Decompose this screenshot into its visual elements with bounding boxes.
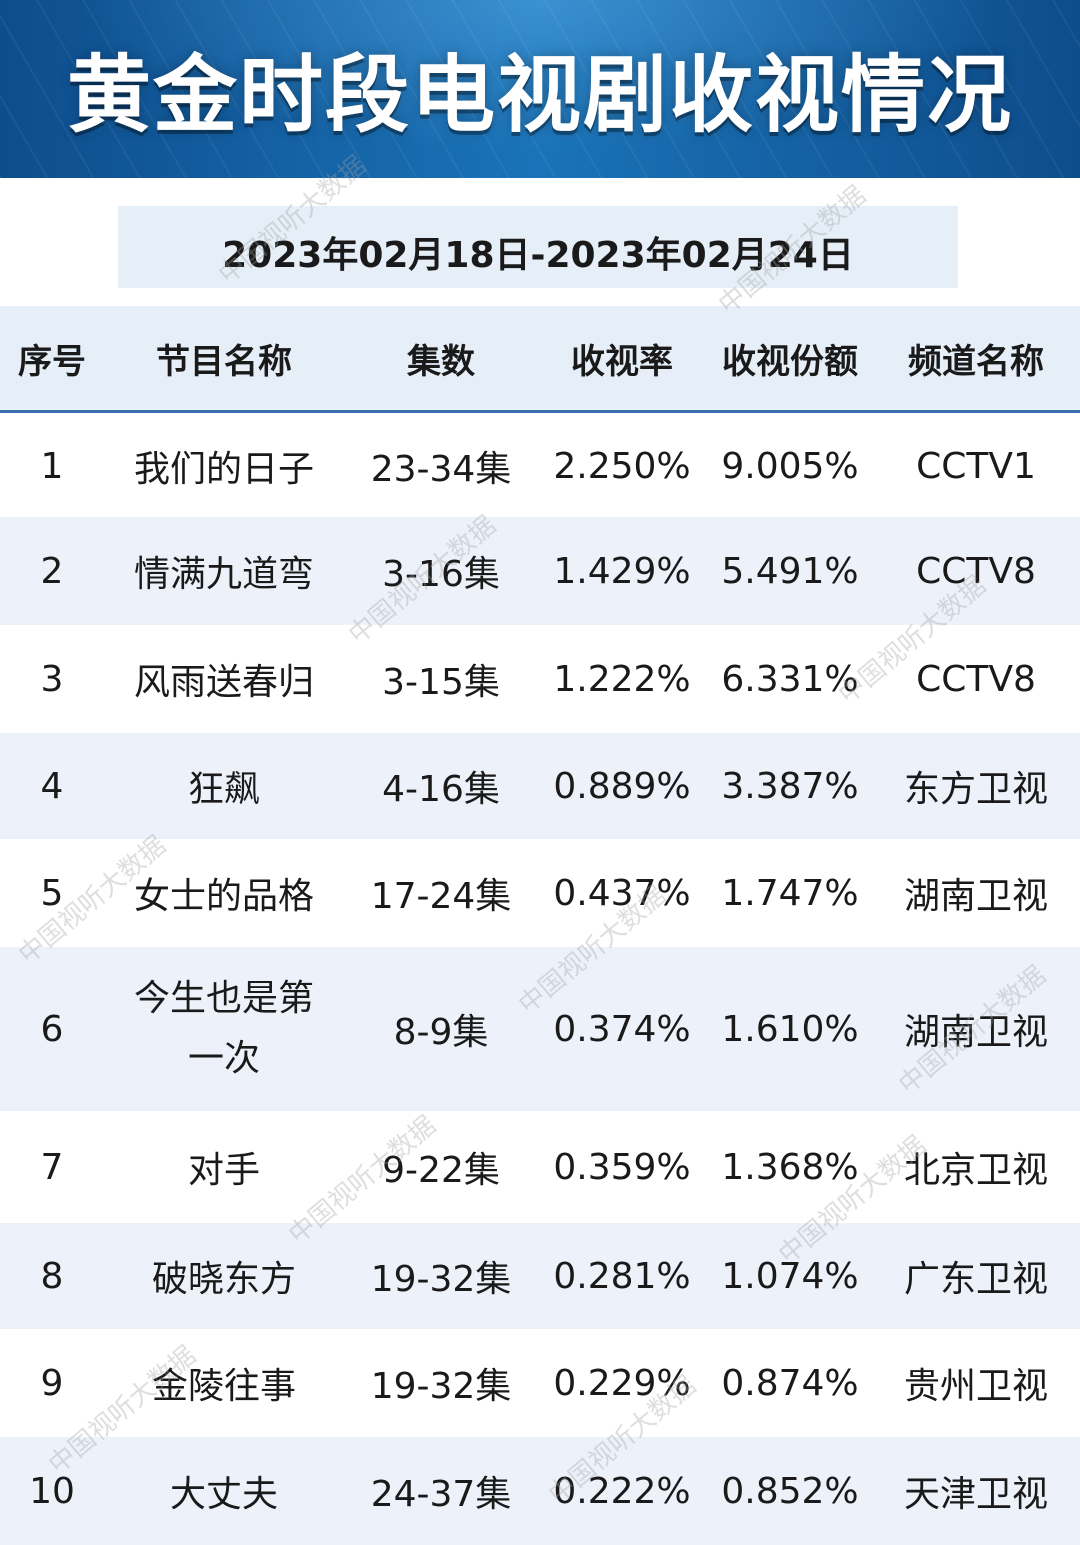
row-rating: 0.229% <box>553 1362 691 1404</box>
row-share: 3.387% <box>721 765 859 807</box>
row-share: 1.610% <box>721 1008 859 1050</box>
row-no: 2 <box>40 550 64 592</box>
table-row: 3 风雨送春归 3-15集 1.222% 6.331% CCTV8 <box>0 625 1080 733</box>
column-header-share: 收视份额 <box>722 341 858 382</box>
row-share: 9.005% <box>721 445 859 487</box>
row-no: 1 <box>40 445 64 487</box>
row-channel: CCTV8 <box>916 658 1036 700</box>
row-name: 情满九道弯 <box>133 554 314 595</box>
row-name: 我们的日子 <box>133 449 314 490</box>
table-row: 4 狂飙 4-16集 0.889% 3.387% 东方卫视 <box>0 733 1080 839</box>
table-row: 6 今生也是第一次 8-9集 0.374% 1.610% 湖南卫视 <box>0 947 1080 1111</box>
table-row: 5 女士的品格 17-24集 0.437% 1.747% 湖南卫视 <box>0 839 1080 947</box>
row-name: 女士的品格 <box>133 876 314 917</box>
row-name: 对手 <box>187 1150 260 1191</box>
row-rating: 0.222% <box>553 1470 691 1512</box>
row-episodes: 19-32集 <box>370 1259 512 1300</box>
row-episodes: 3-16集 <box>382 554 500 595</box>
date-range-box: 2023年02月18日-2023年02月24日 <box>118 206 958 288</box>
row-name: 狂飙 <box>187 769 260 810</box>
row-episodes: 19-32集 <box>370 1366 512 1407</box>
table-row: 7 对手 9-22集 0.359% 1.368% 北京卫视 <box>0 1111 1080 1223</box>
row-no: 10 <box>29 1470 75 1512</box>
row-no: 4 <box>40 765 64 807</box>
column-header-channel: 频道名称 <box>908 341 1044 382</box>
row-episodes: 4-16集 <box>382 769 500 810</box>
row-name: 金陵往事 <box>151 1366 296 1407</box>
row-name: 大丈夫 <box>169 1474 278 1515</box>
column-header-name: 节目名称 <box>156 341 292 382</box>
row-rating: 0.889% <box>553 765 691 807</box>
row-no: 6 <box>40 1008 64 1050</box>
row-rating: 1.222% <box>553 658 691 700</box>
row-channel: CCTV8 <box>916 550 1036 592</box>
row-share: 1.074% <box>721 1255 859 1297</box>
table-row: 10 大丈夫 24-37集 0.222% 0.852% 天津卫视 <box>0 1437 1080 1545</box>
row-no: 8 <box>40 1255 64 1297</box>
row-name: 今生也是第一次 <box>134 978 315 1079</box>
table-row: 2 情满九道弯 3-16集 1.429% 5.491% CCTV8 <box>0 517 1080 625</box>
row-episodes: 23-34集 <box>370 449 512 490</box>
row-channel: 广东卫视 <box>903 1259 1048 1300</box>
row-channel: 东方卫视 <box>903 769 1048 810</box>
row-share: 0.852% <box>721 1470 859 1512</box>
row-no: 5 <box>40 872 64 914</box>
date-range: 2023年02月18日-2023年02月24日 <box>222 235 854 276</box>
row-rating: 0.281% <box>553 1255 691 1297</box>
row-rating: 1.429% <box>553 550 691 592</box>
table-header: 序号 节目名称 集数 收视率 收视份额 频道名称 <box>0 306 1080 413</box>
row-channel: 北京卫视 <box>903 1150 1048 1191</box>
row-episodes: 24-37集 <box>370 1474 512 1515</box>
row-channel: 贵州卫视 <box>903 1366 1048 1407</box>
row-rating: 0.437% <box>553 872 691 914</box>
column-header-no: 序号 <box>18 341 86 382</box>
row-episodes: 9-22集 <box>382 1150 500 1191</box>
row-no: 9 <box>40 1362 64 1404</box>
row-name: 风雨送春归 <box>133 662 314 703</box>
row-share: 6.331% <box>721 658 859 700</box>
row-rating: 2.250% <box>553 445 691 487</box>
row-rating: 0.359% <box>553 1146 691 1188</box>
row-share: 1.368% <box>721 1146 859 1188</box>
row-name: 破晓东方 <box>151 1259 296 1300</box>
table-row: 9 金陵往事 19-32集 0.229% 0.874% 贵州卫视 <box>0 1329 1080 1437</box>
row-share: 5.491% <box>721 550 859 592</box>
row-channel: 湖南卫视 <box>903 876 1048 917</box>
row-no: 3 <box>40 658 64 700</box>
row-channel: 湖南卫视 <box>903 1012 1048 1053</box>
row-share: 0.874% <box>721 1362 859 1404</box>
row-episodes: 17-24集 <box>370 876 512 917</box>
row-episodes: 8-9集 <box>393 1012 489 1053</box>
table-row: 1 我们的日子 23-34集 2.250% 9.005% CCTV1 <box>0 415 1080 517</box>
title-banner: 黄金时段电视剧收视情况 <box>0 0 1080 178</box>
row-share: 1.747% <box>721 872 859 914</box>
page-title: 黄金时段电视剧收视情况 <box>66 46 1013 144</box>
column-header-rating: 收视率 <box>571 341 673 382</box>
row-no: 7 <box>40 1146 64 1188</box>
row-rating: 0.374% <box>553 1008 691 1050</box>
row-channel: 天津卫视 <box>903 1474 1048 1515</box>
column-header-episodes: 集数 <box>407 341 475 382</box>
row-channel: CCTV1 <box>916 445 1036 487</box>
row-episodes: 3-15集 <box>382 662 500 703</box>
table-row: 8 破晓东方 19-32集 0.281% 1.074% 广东卫视 <box>0 1223 1080 1329</box>
